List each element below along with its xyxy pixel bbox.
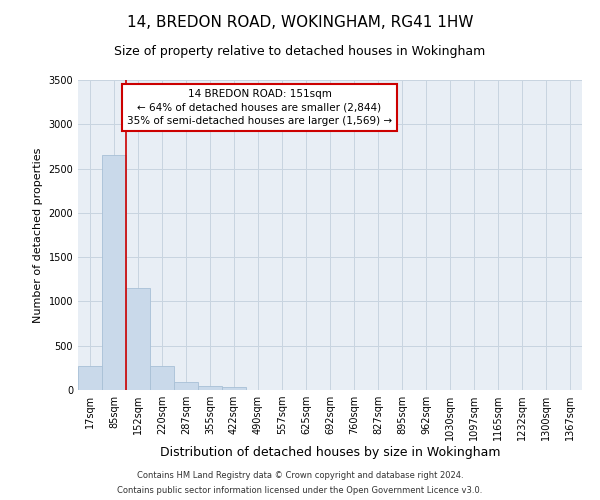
- Bar: [198, 386, 222, 390]
- Bar: [78, 366, 102, 390]
- Text: 14, BREDON ROAD, WOKINGHAM, RG41 1HW: 14, BREDON ROAD, WOKINGHAM, RG41 1HW: [127, 15, 473, 30]
- Text: Contains public sector information licensed under the Open Government Licence v3: Contains public sector information licen…: [118, 486, 482, 495]
- Bar: [126, 288, 150, 390]
- Text: Contains HM Land Registry data © Crown copyright and database right 2024.: Contains HM Land Registry data © Crown c…: [137, 471, 463, 480]
- Bar: [174, 382, 198, 390]
- Bar: [222, 387, 246, 390]
- Text: 14 BREDON ROAD: 151sqm
← 64% of detached houses are smaller (2,844)
35% of semi-: 14 BREDON ROAD: 151sqm ← 64% of detached…: [127, 90, 392, 126]
- X-axis label: Distribution of detached houses by size in Wokingham: Distribution of detached houses by size …: [160, 446, 500, 459]
- Y-axis label: Number of detached properties: Number of detached properties: [33, 148, 43, 322]
- Text: Size of property relative to detached houses in Wokingham: Size of property relative to detached ho…: [115, 45, 485, 58]
- Bar: [102, 156, 126, 390]
- Bar: [150, 366, 174, 390]
